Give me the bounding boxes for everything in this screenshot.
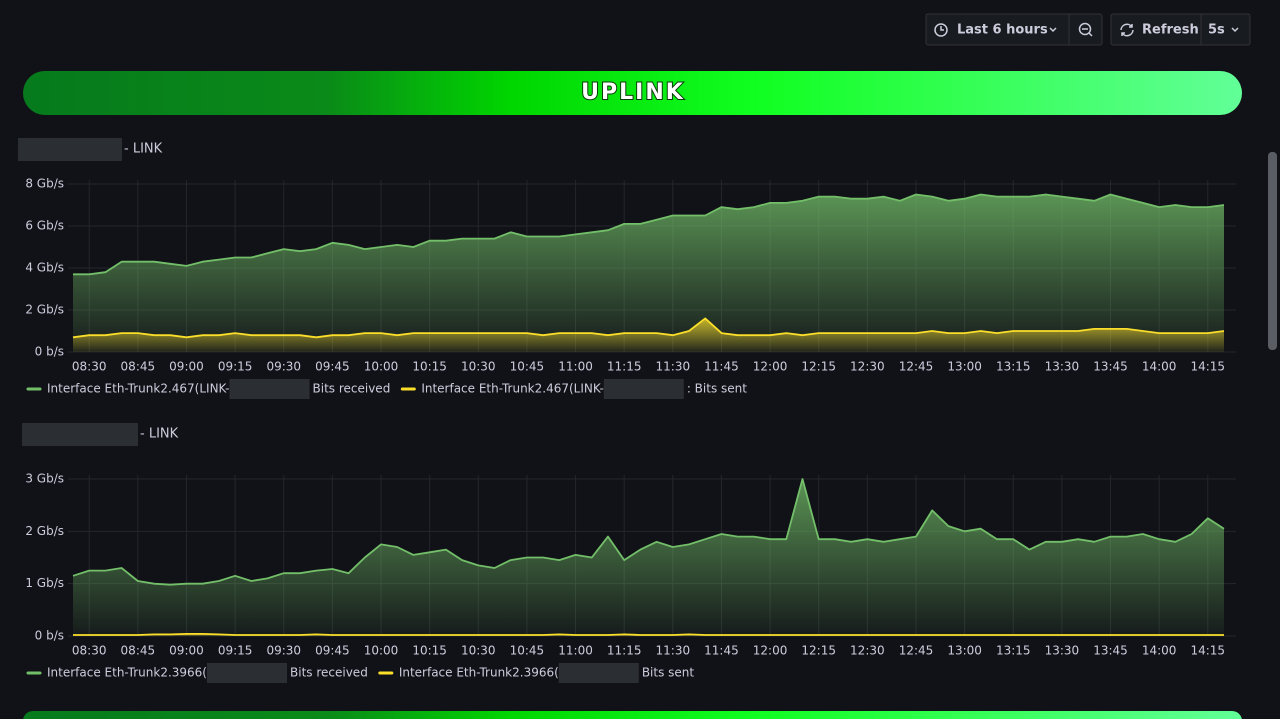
x-tick-label: 10:30 [461,644,496,658]
x-tick-label: 12:00 [753,644,788,658]
series-line [72,478,1225,586]
x-tick-label: 12:15 [801,644,836,658]
refresh-interval[interactable]: 5s [1208,23,1225,38]
series-line [73,633,1224,636]
series-line [72,317,1225,339]
y-tick-label: 4 Gb/s [25,261,64,275]
y-tick-label: 0 b/s [35,629,64,643]
legend-label: Bits received [290,666,368,680]
x-tick-label: 08:45 [121,644,156,658]
legend-label: Bits received [313,382,391,396]
redacted [558,663,639,683]
x-tick-label: 12:30 [850,360,885,374]
panel: - LINK 0 b/s 2 Gb/s 4 Gb/s 6 Gb/s 8 Gb/s 08:30… [18,138,1236,399]
legend-label: : Bits sent [687,382,747,396]
redacted [603,379,684,399]
x-tick-label: 12:45 [899,360,934,374]
panel-title: - LINK [140,427,179,442]
x-tick-label: 13:15 [996,360,1031,374]
x-tick-label: 10:45 [510,360,545,374]
x-tick-label: 08:30 [72,644,107,658]
redacted [18,138,122,161]
legend-label: Interface Eth-Trunk2.3966( [399,666,559,680]
refresh-picker[interactable]: Refresh 5s [1110,13,1251,46]
x-tick-label: 11:00 [558,360,593,374]
x-tick-label: 10:00 [364,644,399,658]
x-tick-label: 12:45 [899,644,934,658]
x-tick-label: 14:00 [1142,360,1177,374]
x-tick-label: 09:15 [218,644,253,658]
x-tick-label: 09:00 [169,360,204,374]
legend-item[interactable]: Interface Eth-Trunk2.3966( Bits sent [378,663,695,683]
refresh-button[interactable]: Refresh [1142,23,1199,38]
x-tick-label: 11:00 [558,644,593,658]
x-tick-label: 11:45 [704,644,739,658]
x-tick-label: 12:30 [850,644,885,658]
header-banner [23,71,1242,115]
legend-item[interactable]: Interface Eth-Trunk2.467(LINK- : Bits sen… [400,379,747,399]
x-tick-label: 13:30 [1045,360,1080,374]
x-tick-label: 14:00 [1142,644,1177,658]
y-tick-label: 6 Gb/s [25,219,64,233]
x-tick-label: 10:00 [364,360,399,374]
header-title: UPLINK [581,80,685,105]
legend-label: Interface Eth-Trunk2.3966( [47,666,207,680]
x-tick-label: 10:30 [461,360,496,374]
x-tick-label: 12:15 [801,360,836,374]
redacted [207,663,287,683]
legend-item[interactable]: Interface Eth-Trunk2.467(LINK- Bits recei… [26,379,391,399]
x-tick-label: 11:30 [656,360,691,374]
x-tick-label: 14:15 [1190,644,1225,658]
x-tick-label: 09:30 [266,644,301,658]
x-tick-label: 14:15 [1190,360,1225,374]
panel-title: - LINK [124,142,163,157]
series-area [73,318,1224,352]
x-tick-label: 13:30 [1045,644,1080,658]
x-tick-label: 11:15 [607,360,642,374]
x-tick-label: 08:30 [72,360,107,374]
y-tick-label: 8 Gb/s [25,177,64,191]
next-banner [23,711,1242,719]
legend-label: Interface Eth-Trunk2.467(LINK- [47,382,230,396]
x-tick-label: 13:15 [996,644,1031,658]
y-tick-label: 1 Gb/s [25,576,64,590]
x-tick-label: 13:45 [1093,644,1128,658]
x-tick-label: 11:15 [607,644,642,658]
y-tick-label: 2 Gb/s [25,524,64,538]
x-tick-label: 13:00 [947,360,982,374]
legend-label: Interface Eth-Trunk2.467(LINK- [421,382,604,396]
y-tick-label: 0 b/s [35,345,64,359]
x-tick-label: 09:30 [266,360,301,374]
y-tick-label: 3 Gb/s [25,472,64,486]
series-line [73,193,1225,276]
series-area [73,479,1224,636]
scrollbar[interactable] [1268,152,1277,350]
x-tick-label: 09:15 [218,360,253,374]
series-area [73,194,1224,352]
y-tick-label: 2 Gb/s [25,303,64,317]
x-tick-label: 12:00 [753,360,788,374]
x-tick-label: 11:45 [704,360,739,374]
legend-label: Bits sent [642,666,695,680]
panel: - LINK 0 b/s 1 Gb/s 2 Gb/s 3 Gb/s 08:30 08:45 0… [22,423,1236,683]
legend-item[interactable]: Interface Eth-Trunk2.3966( Bits received [26,663,368,683]
redacted [22,423,138,446]
x-tick-label: 13:00 [947,644,982,658]
x-tick-label: 10:45 [510,644,545,658]
x-tick-label: 13:45 [1093,360,1128,374]
time-picker[interactable]: Last 6 hours [925,13,1103,46]
x-tick-label: 10:15 [412,644,447,658]
time-range[interactable]: Last 6 hours [957,23,1048,38]
x-tick-label: 10:15 [412,360,447,374]
x-tick-label: 09:45 [315,360,350,374]
x-tick-label: 09:45 [315,644,350,658]
x-tick-label: 09:00 [169,644,204,658]
x-tick-label: 11:30 [656,644,691,658]
redacted [229,379,310,399]
x-tick-label: 08:45 [121,360,156,374]
